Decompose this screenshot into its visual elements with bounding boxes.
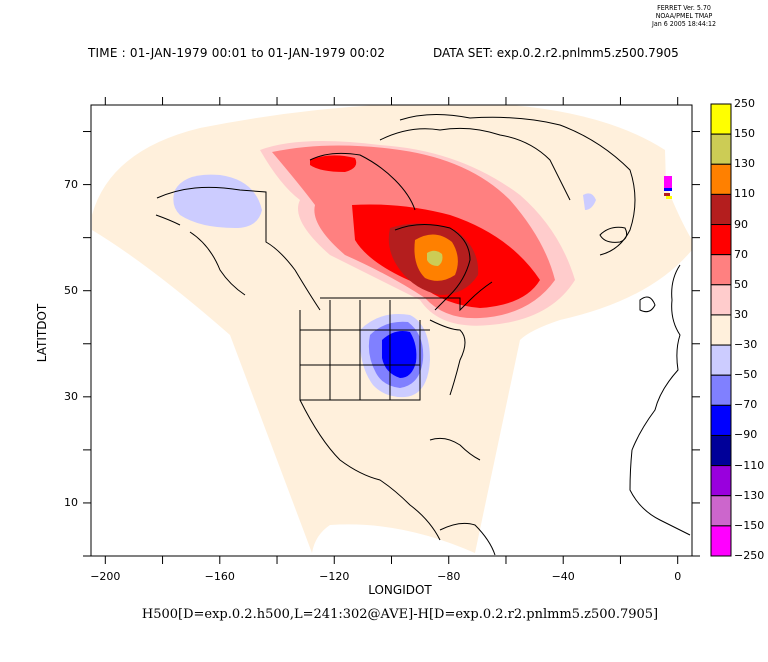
colorbar-swatch [710,254,732,286]
y-tick-label: 10 [64,495,78,509]
x-tick-label: 0 [674,570,682,583]
y-tick-label: 50 [64,283,78,297]
y-tick-label: 30 [64,389,78,403]
colorbar-label: −250 [734,549,765,562]
colorbar-swatch [710,163,732,195]
colorbar-label: −30 [734,338,758,352]
spot-magenta [664,176,672,188]
colorbar-swatch [710,224,732,256]
map-area [92,105,692,556]
stamp-org: NOAA/PMEL TMAP [655,12,713,20]
y-axis-label: LATITDOT [35,303,49,363]
colorbar-label: 90 [734,217,748,231]
neg-anomaly-us-70 [382,331,417,378]
colorbar-label: 130 [734,157,755,171]
colorbar-swatch [710,103,732,135]
x-tick-label: −40 [551,570,575,583]
colorbar-swatch [710,525,732,557]
colorbar-label: −70 [734,398,758,412]
x-axis-label: LONGIDOT [368,583,432,597]
colorbar-swatch [710,284,732,316]
time-title: TIME : 01-JAN-1979 00:01 to 01-JAN-1979 … [88,46,386,60]
axis-ticks [83,97,700,564]
colorbar-swatch [710,404,732,436]
stamp-date: Jan 6 2005 18:44:12 [651,20,716,28]
colorbar-label: 70 [734,247,748,261]
x-tick-label: −160 [204,570,235,583]
colorbar-swatch [710,344,732,376]
dataset-title: DATA SET: exp.0.2.r2.pnlmm5.z500.7905 [433,46,679,60]
x-tick-label: −200 [90,570,121,583]
spot-yellow [666,196,672,199]
x-tick-label: −80 [437,570,461,583]
stamp-version: FERRET Ver. 5.70 [657,4,711,12]
spot-blue [664,188,672,191]
x-tick-label: −120 [319,570,350,583]
colorbar-label: 110 [734,187,755,201]
colorbar-label: 50 [734,277,748,291]
colorbar-swatch [710,434,732,467]
colorbar-label: −90 [734,428,758,442]
neg-anomaly-iceland [583,193,596,210]
colorbar-label: 30 [734,307,748,321]
spot-red [664,193,670,196]
coastlines [155,113,691,556]
colorbar-swatch [710,495,732,527]
colorbar-swatch [710,465,732,497]
colorbar-swatch [710,193,732,226]
y-tick-label: 70 [64,177,78,191]
colorbar-label: −110 [734,458,765,472]
expression-caption: H500[D=exp.0.2.h500,L=241:302@AVE]-H[D=e… [141,607,659,622]
colorbar [710,103,732,557]
pos-anomaly-130 [427,250,443,266]
colorbar-label: −50 [734,368,758,382]
colorbar-label: −150 [734,518,765,532]
pos-anomaly-70-north [310,155,357,172]
colorbar-swatch [710,133,732,165]
colorbar-swatch [710,374,732,406]
ferret-stamp: FERRET Ver. 5.70 NOAA/PMEL TMAP Jan 6 20… [600,4,768,28]
colorbar-label: 150 [734,127,755,141]
colorbar-label: 250 [734,97,755,110]
colorbar-label: −130 [734,488,765,502]
colorbar-swatch [710,314,732,346]
